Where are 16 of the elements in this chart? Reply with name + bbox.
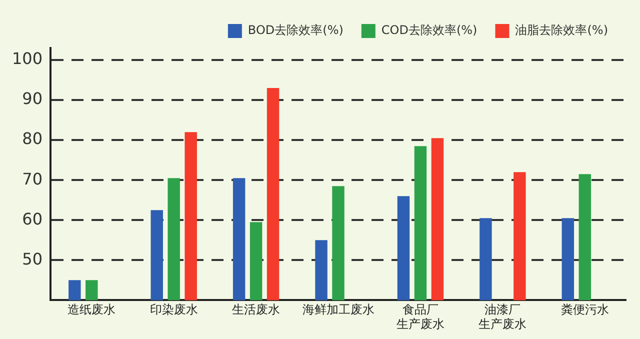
y-tick-label: 80 — [22, 129, 43, 148]
y-tick-label: 60 — [22, 209, 43, 228]
legend-label: BOD去除效率(%) — [248, 23, 344, 38]
x-tick-label: 印染废水 — [150, 302, 198, 317]
x-tick-label: 食品厂生产废水 — [396, 302, 444, 331]
y-tick-label: 70 — [22, 169, 43, 188]
x-tick-label: 粪便污水 — [560, 302, 609, 317]
x-tick-label: 油漆厂生产废水 — [478, 302, 527, 331]
y-tick-label: 50 — [22, 249, 43, 268]
legend-label: COD去除效率(%) — [381, 23, 478, 38]
x-tick-label: 造纸废水 — [68, 302, 116, 317]
x-tick-label: 海鲜加工废水 — [302, 302, 374, 317]
y-tick-label: 90 — [22, 89, 43, 108]
x-tick-label: 生活废水 — [232, 302, 280, 317]
y-tick-label: 100 — [12, 49, 43, 68]
legend-label: 油脂去除效率(%) — [515, 23, 608, 38]
